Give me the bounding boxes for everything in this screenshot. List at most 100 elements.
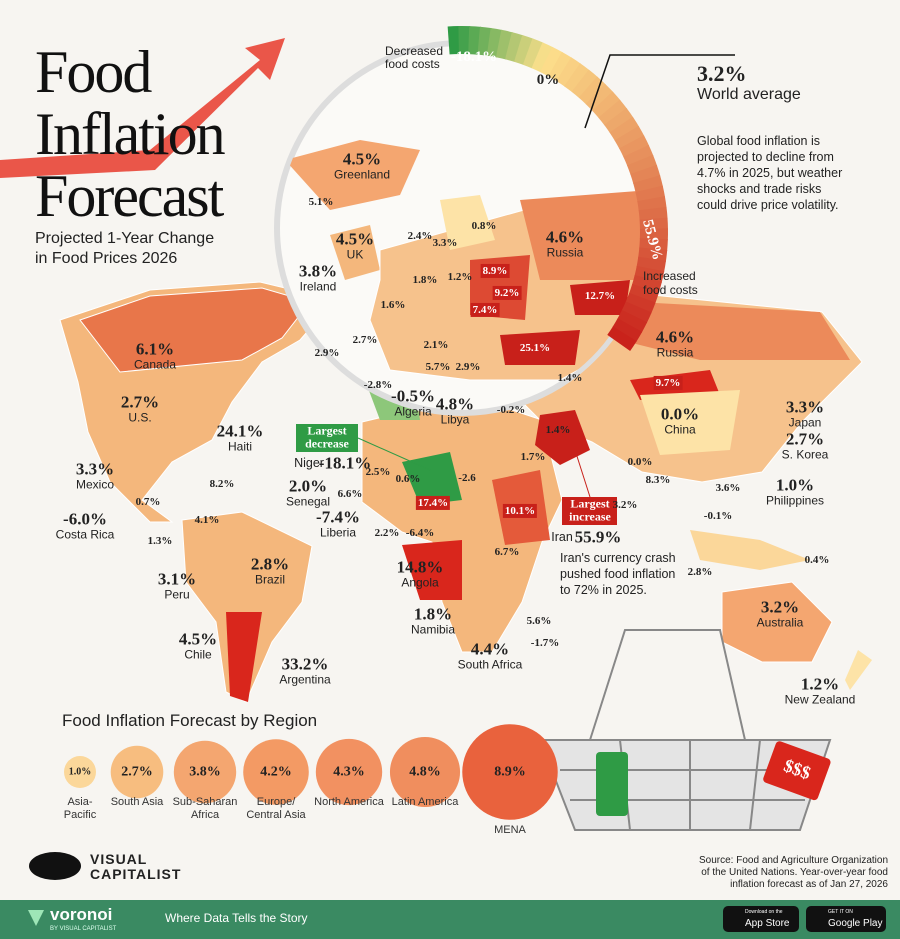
indonesia [690, 530, 810, 570]
bubble-category: MENA [494, 824, 526, 836]
gauge-segment [630, 164, 661, 184]
world-average-value: 3.2% [697, 61, 747, 86]
value-label: 0.0% [660, 404, 700, 424]
argentina [226, 612, 262, 702]
country-name: Philippines [765, 493, 825, 508]
chart-title: Food Inflation Forecast by Region [62, 711, 318, 730]
region-bubble [243, 739, 309, 805]
value-label: 0.6% [395, 472, 421, 485]
gauge-min: -18.1% [450, 48, 498, 65]
gauge-segment [614, 125, 645, 150]
value-label: -6.4% [405, 526, 435, 539]
gauge-segment [468, 26, 482, 55]
tagline: Where Data Tells the Story [165, 911, 308, 925]
new-zealand [845, 650, 872, 690]
title-line: Forecast [35, 163, 224, 229]
decrease-badge [296, 424, 358, 452]
value-label: 2.4% [407, 229, 433, 242]
country-name: Chile [184, 647, 212, 662]
google-play-button[interactable] [806, 906, 886, 932]
gauge-segment [477, 26, 492, 56]
gauge-segment [598, 99, 628, 126]
country-name: Australia [756, 615, 804, 630]
gauge-increased-label: food costs [643, 283, 698, 297]
value-label: 7.4% [470, 302, 500, 318]
gauge-segment [486, 28, 503, 58]
value-label: 25.1% [517, 340, 553, 356]
country-name: Japan [788, 415, 822, 430]
decrease-pointer [357, 437, 431, 471]
bubble-category: South Asia [110, 796, 164, 808]
country-name: Algeria [394, 404, 432, 419]
value-label: 4.6% [545, 227, 585, 247]
gauge-segment [637, 196, 667, 212]
iran-note: Iran's currency crash [560, 551, 676, 565]
value-label: 0.7% [135, 495, 161, 508]
source: Source: Food and Agriculture Organizatio… [699, 855, 888, 866]
value-label: 8.2% [209, 477, 235, 490]
country-name: South Africa [457, 657, 523, 672]
value-label: 9.7% [653, 375, 683, 391]
country-name: Ireland [299, 279, 337, 294]
gauge-segment [627, 154, 658, 176]
value-label: 1.6% [380, 298, 406, 311]
app-store-text: Download on the [745, 909, 783, 915]
gauge-segment [612, 318, 643, 343]
footer-brand: voronoi [50, 905, 113, 924]
country-name: Senegal [285, 494, 331, 509]
world-average-label: World average [697, 86, 801, 103]
gauge-segment [548, 51, 573, 82]
increase-pointer [574, 449, 591, 498]
canada [79, 287, 311, 373]
value-label: -6.0% [63, 509, 107, 529]
app-store-button[interactable] [723, 906, 799, 932]
value-label: 1.2% [447, 270, 473, 283]
value-label: 2.7% [120, 392, 160, 412]
value-label: 0.8% [471, 219, 497, 232]
app-store-text: App Store [745, 918, 790, 929]
gauge-segment [635, 185, 666, 203]
country-name: New Zealand [784, 692, 856, 707]
bubble-value: 8.9% [494, 764, 526, 780]
value-label: 1.8% [413, 604, 453, 624]
bubble-value: 4.8% [409, 764, 441, 780]
gauge-segment [633, 175, 663, 193]
world-average-note: could drive price volatility. [697, 198, 839, 212]
world-average-note: shocks and trade risks [697, 182, 822, 196]
trend-arrow [0, 38, 285, 178]
gauge-segment [564, 63, 590, 93]
value-label: 1.7% [520, 450, 546, 463]
vc-logo-mark [29, 852, 81, 880]
russia [600, 300, 850, 360]
value-label: 14.8% [396, 557, 444, 577]
value-label: 1.3% [147, 534, 173, 547]
value-label: 24.1% [216, 421, 264, 441]
source: inflation forecast as of Jan 27, 2026 [730, 879, 888, 890]
value-label: 2.7% [352, 333, 378, 346]
gauge-segment [539, 46, 563, 77]
value-label: 12.7% [582, 288, 618, 304]
country-name: Niger [294, 456, 324, 471]
scandinavia [440, 195, 495, 250]
value-label: 1.0% [775, 475, 815, 495]
value-label: 4.5% [178, 629, 218, 649]
region-bubble [315, 738, 383, 806]
country-name: Russia [546, 245, 584, 260]
gauge-mid: 0% [536, 71, 560, 88]
value-label: 0.0% [627, 455, 653, 468]
value-label: 2.8% [250, 554, 290, 574]
russia-inset [520, 190, 645, 280]
value-label: 6.1% [135, 339, 175, 359]
world-average-note: 4.7% in 2025, but weather [697, 166, 843, 180]
uk [330, 225, 380, 280]
value-label: 3.3% [432, 236, 458, 249]
value-label: 33.2% [281, 654, 329, 674]
value-label: 4.8% [435, 394, 475, 414]
value-label: 3.3% [785, 397, 825, 417]
value-label: 6.6% [337, 487, 363, 500]
value-label: 1.2% [800, 674, 840, 694]
country-name: Libya [440, 412, 470, 427]
value-label: 55.9% [574, 527, 622, 547]
region-bubble [173, 740, 237, 804]
